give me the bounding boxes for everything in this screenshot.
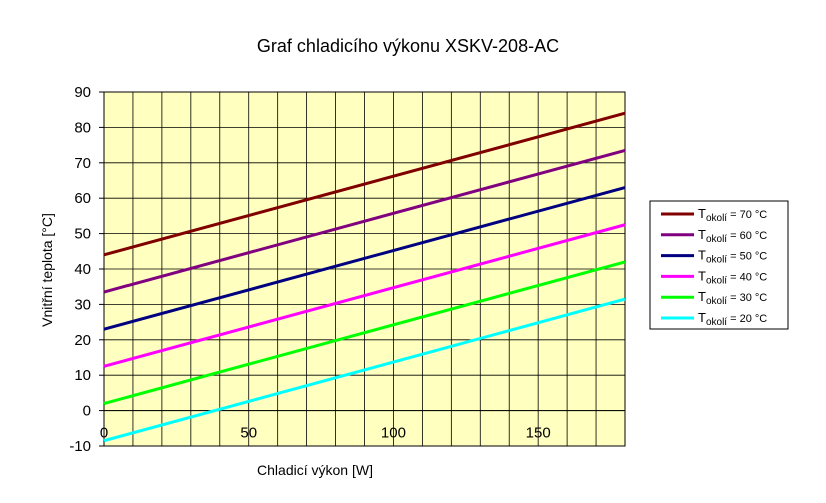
legend-entry-3: Tokolí = 40 °C xyxy=(698,268,767,286)
series-line-3 xyxy=(103,223,626,368)
x-tick-label: 0 xyxy=(100,425,108,442)
chart-title: Graf chladicího výkonu XSKV-208-AC xyxy=(257,36,559,56)
y-tick-label: 10 xyxy=(74,367,91,384)
y-tick-label: 60 xyxy=(74,190,91,207)
y-tick-label: 70 xyxy=(74,155,91,172)
y-tick-label: 40 xyxy=(74,261,91,278)
y-tick-label: 90 xyxy=(74,84,91,101)
series-layer xyxy=(103,111,626,443)
series-line-4 xyxy=(103,260,626,405)
series-line-1 xyxy=(103,148,626,294)
axes xyxy=(99,91,626,447)
y-tick-label: 50 xyxy=(74,226,91,243)
series-line-2 xyxy=(103,186,626,331)
legend-entry-5: Tokolí = 20 °C xyxy=(698,310,767,328)
legend-entry-1: Tokolí = 60 °C xyxy=(698,227,767,245)
legend-entry-0: Tokolí = 70 °C xyxy=(698,206,767,224)
x-axis-label: Chladicí výkon [W] xyxy=(257,462,373,478)
legend-box xyxy=(649,200,789,330)
series-line-5 xyxy=(103,297,626,443)
y-tick-label: 80 xyxy=(74,119,91,136)
series-line-0 xyxy=(103,111,626,257)
y-tick-label: 30 xyxy=(74,296,91,313)
y-axis-label: Vnitřní teplota [°C] xyxy=(39,213,55,327)
tick-labels: -10 0 10 20 30 40 50 60 70 80 90 0 50 100 150 xyxy=(69,84,550,455)
legend-entry-2: Tokolí = 50 °C xyxy=(698,248,767,266)
x-tick-label: 100 xyxy=(381,425,406,442)
grid xyxy=(104,92,625,446)
y-tick-label: -10 xyxy=(69,438,91,455)
x-tick-label: 150 xyxy=(526,425,551,442)
y-tick-label: 20 xyxy=(74,332,91,349)
x-tick-label: 50 xyxy=(240,425,257,442)
legend: Tokolí = 70 °C Tokolí = 60 °C Tokolí = 50 … xyxy=(649,200,789,330)
legend-entry-4: Tokolí = 30 °C xyxy=(698,289,767,307)
y-tick-label: 0 xyxy=(83,403,91,420)
